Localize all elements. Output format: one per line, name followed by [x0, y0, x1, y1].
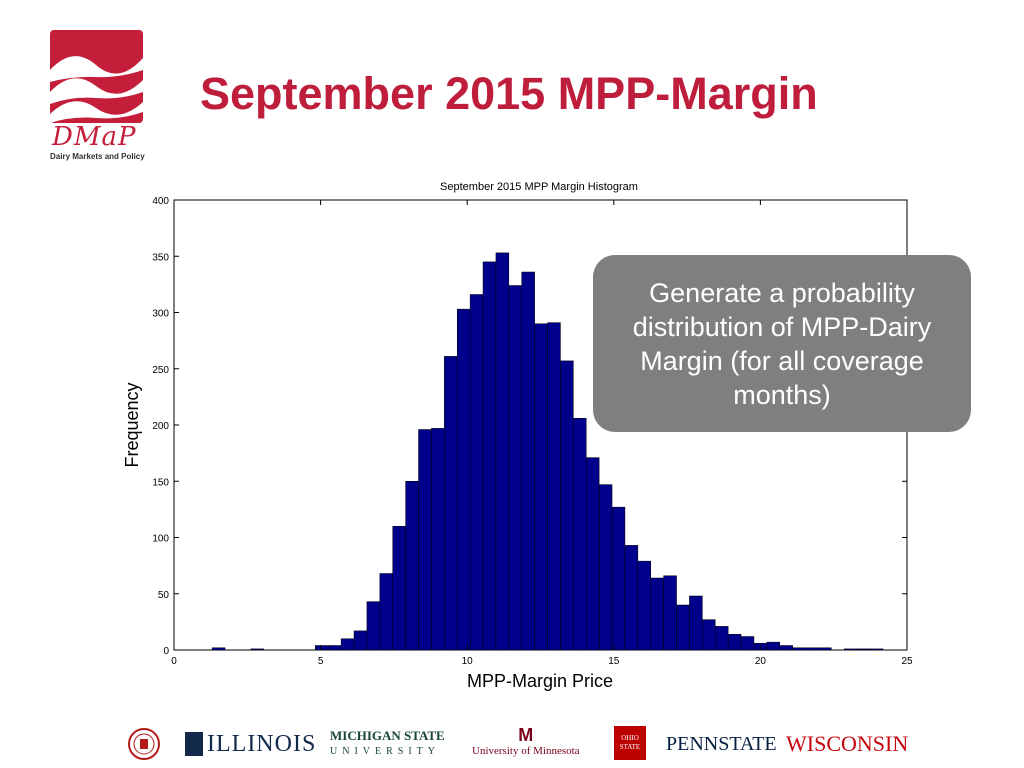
y-tick-label: 200: [152, 421, 169, 432]
dmap-logo-mark: [50, 30, 143, 123]
footer-logos: ILLINOIS MICHIGAN STATE UNIVERSITY M Uni…: [0, 720, 1024, 768]
minnesota-logo: M University of Minnesota: [472, 725, 580, 757]
x-tick-label: 15: [608, 656, 620, 667]
histogram-bar: [379, 573, 393, 651]
histogram-bar: [508, 285, 522, 651]
histogram-bar: [727, 634, 742, 651]
minnesota-m-icon: M: [518, 725, 534, 745]
histogram-bar: [211, 647, 226, 651]
x-tick-label: 5: [318, 656, 324, 667]
y-tick-label: 50: [158, 590, 170, 601]
histogram-bar: [405, 481, 419, 651]
histogram-bar: [573, 418, 587, 651]
histogram-bar: [637, 560, 651, 651]
x-axis-ticks: 0 5 10 15 20 25: [171, 200, 913, 667]
michigan-state-logo: MICHIGAN STATE UNIVERSITY: [330, 728, 445, 757]
y-axis-ticks: 0 50 100 150 200 250 300 350 400: [152, 196, 907, 657]
histogram-bar: [456, 308, 471, 651]
histogram-bar: [818, 647, 832, 651]
histogram-bar: [792, 647, 806, 651]
histogram-bar: [650, 577, 664, 651]
histogram-bar: [766, 641, 781, 651]
histogram-bar: [521, 271, 535, 651]
histogram-bar: [250, 648, 264, 651]
histogram-bar: [534, 323, 548, 651]
callout-text: Generate a probability distribution of M…: [632, 277, 932, 410]
y-tick-label: 250: [152, 365, 169, 376]
histogram-bar: [856, 648, 871, 651]
histogram-bar: [869, 648, 884, 651]
logo-wordmark: DMaP: [52, 122, 137, 152]
histogram-bar: [689, 595, 703, 651]
histogram-bar: [624, 545, 639, 651]
cornell-seal-icon: [128, 728, 160, 760]
histogram-bar: [327, 645, 342, 651]
histogram-bar: [392, 526, 406, 651]
histogram-bars: [211, 252, 884, 651]
logo-subtitle: Dairy Markets and Policy: [50, 152, 145, 161]
y-tick-label: 150: [152, 477, 169, 488]
histogram-bar: [611, 506, 626, 651]
histogram-bar: [315, 645, 329, 651]
histogram-bar: [663, 575, 677, 651]
y-tick-label: 300: [152, 309, 169, 320]
x-tick-label: 25: [901, 656, 913, 667]
histogram-bar: [444, 356, 458, 651]
illinois-logo: ILLINOIS: [185, 728, 316, 760]
chart-title: September 2015 MPP Margin Histogram: [440, 181, 638, 193]
page-title: September 2015 MPP-Margin: [200, 68, 818, 119]
y-tick-label: 350: [152, 252, 169, 263]
histogram-bar: [585, 457, 600, 651]
x-tick-label: 0: [171, 656, 177, 667]
histogram-bar: [560, 360, 574, 651]
wave-icon: [50, 56, 143, 123]
histogram-bar: [598, 484, 613, 651]
dmap-logo: DMaP Dairy Markets and Policy: [50, 30, 145, 162]
histogram-bar: [547, 322, 561, 651]
histogram-bar: [469, 294, 484, 651]
x-axis-label: MPP-Margin Price: [467, 671, 613, 691]
x-tick-label: 20: [755, 656, 767, 667]
histogram-bar: [740, 636, 755, 651]
histogram-bar: [702, 619, 716, 651]
y-axis-label: Frequency: [122, 382, 142, 467]
histogram-chart: September 2015 MPP Margin Histogram 0501…: [122, 181, 913, 691]
y-tick-label: 400: [152, 196, 169, 207]
histogram-bar: [714, 626, 729, 651]
histogram-bar: [676, 604, 690, 651]
histogram-bar: [418, 429, 432, 651]
histogram-bar: [495, 252, 510, 651]
histogram-bar: [431, 428, 445, 651]
wisconsin-logo: WISCONSIN: [786, 731, 909, 756]
ohio-state-logo: OHIO STATE: [614, 726, 646, 760]
histogram-bar: [340, 638, 355, 651]
y-tick-label: 0: [163, 646, 169, 657]
histogram-bar: [805, 647, 819, 651]
histogram-bar: [353, 630, 368, 651]
pennstate-logo: PENNSTATE: [666, 732, 777, 755]
histogram-bar: [366, 601, 381, 651]
histogram-bar: [844, 648, 858, 651]
callout-box: Generate a probability distribution of M…: [593, 255, 971, 432]
histogram-bar: [482, 261, 497, 651]
y-tick-label: 100: [152, 534, 169, 545]
x-tick-label: 10: [462, 656, 474, 667]
histogram-bar: [779, 645, 793, 651]
